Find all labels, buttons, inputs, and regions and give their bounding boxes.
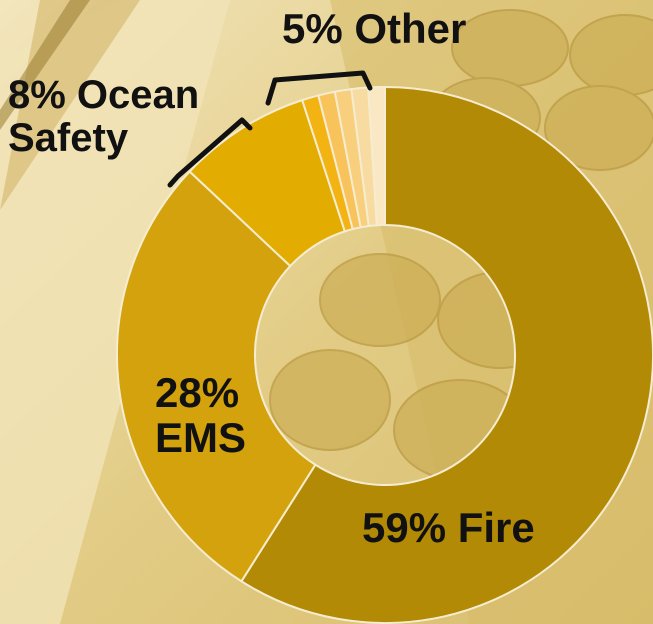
ems-label-line2: EMS [155,414,247,462]
other-slice-label: 5% Other [282,5,467,52]
ocean-safety-label-line1: 8% Ocean [8,73,200,117]
fire-slice-label: 59% Fire [362,504,535,551]
ocean-safety-bracket [167,117,253,188]
other-bracket [265,70,373,106]
ems-label-line1: 28% [155,369,240,416]
ems-slice-label: 28% EMS [155,370,246,461]
other-sub-slice-5 [367,85,386,227]
ems-slice [115,170,317,583]
fire-slice [240,85,653,624]
ocean-safety-label-line2: Safety [8,116,129,161]
ocean-safety-slice-label: 8% Ocean Safety [8,73,200,161]
